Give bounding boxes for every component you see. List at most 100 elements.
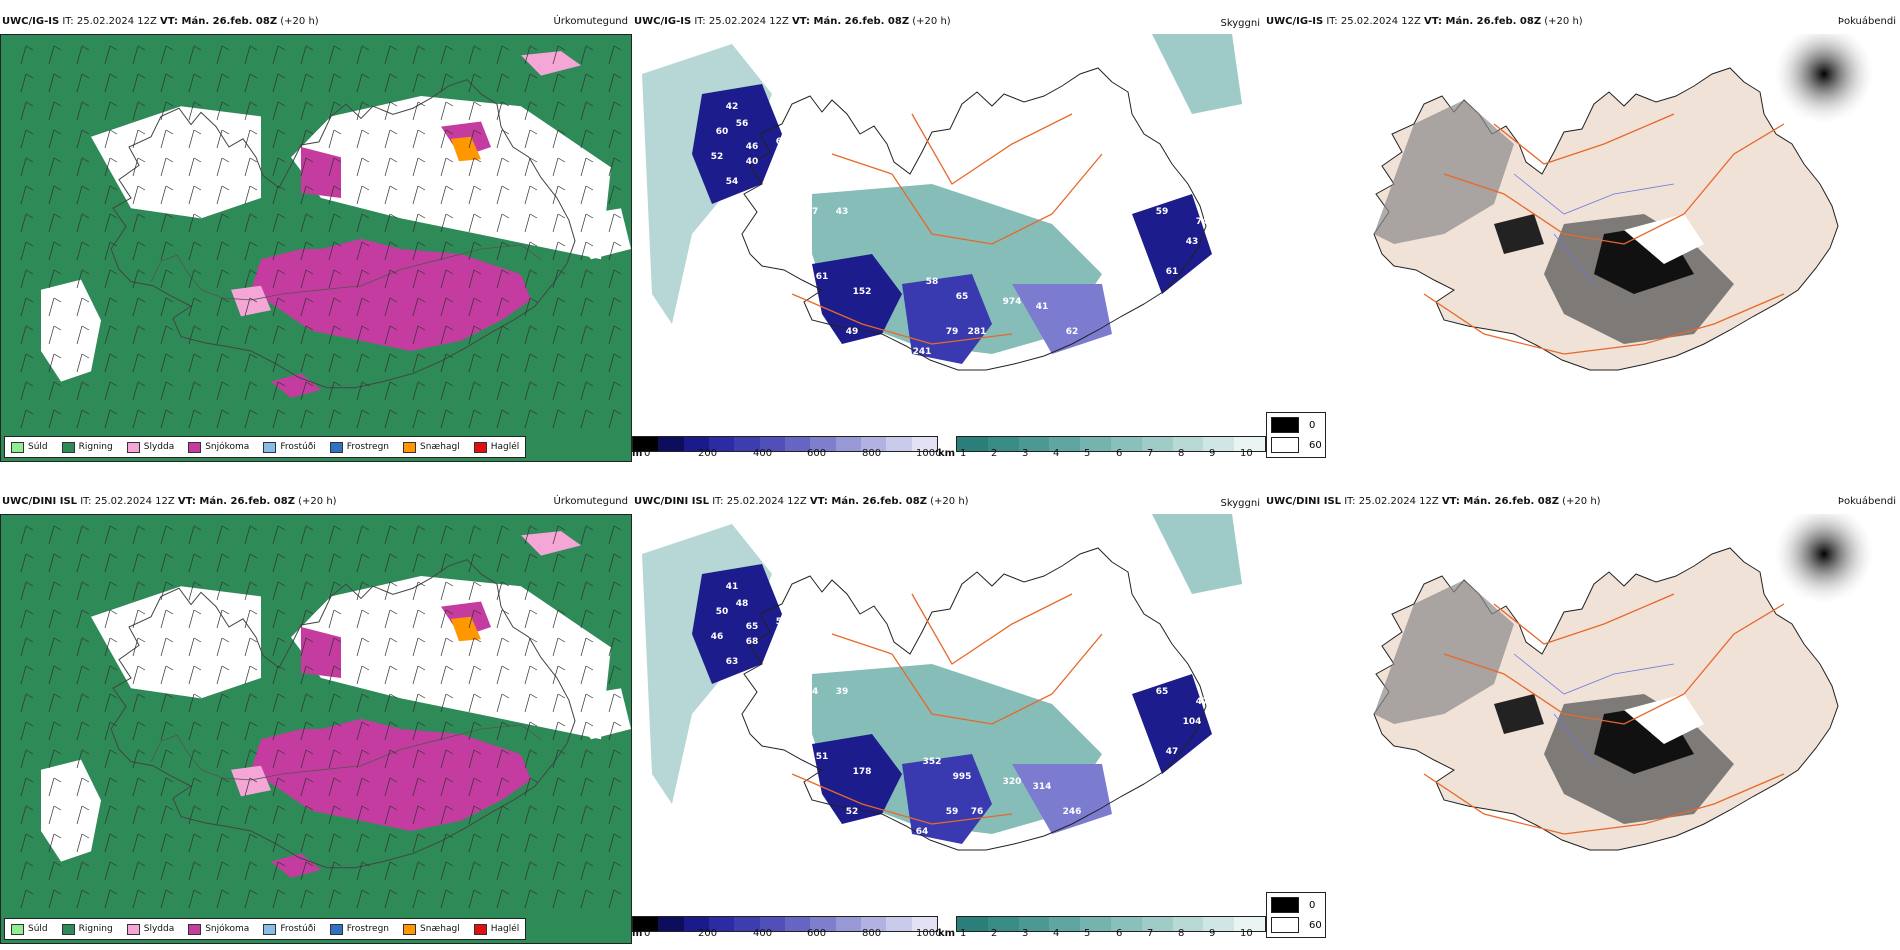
fog-visibility-area (1132, 194, 1212, 294)
wind-barb (244, 73, 251, 93)
wind-barb-flag (557, 157, 566, 163)
wind-barb-flag (137, 749, 146, 755)
snow-depth-label: 76 (971, 807, 984, 817)
wind-barb-flag (473, 637, 482, 643)
wind-barb (412, 213, 419, 233)
wind-barb (440, 693, 447, 713)
wind-barb-flag (361, 861, 370, 867)
wind-barb-flag (305, 833, 314, 839)
colorbar-tick-label: 4 (1053, 448, 1060, 459)
wind-barb-flag (445, 45, 454, 51)
wind-barb (132, 297, 139, 317)
wind-barb (20, 553, 27, 573)
wind-barb (104, 101, 111, 121)
wind-barb-flag (249, 45, 258, 51)
fog-panel-top: UWC/IG-IS IT: 25.02.2024 12Z VT: Mán. 26… (1264, 14, 1900, 462)
wind-barb-flag (81, 609, 90, 615)
wind-barb (76, 805, 83, 825)
wind-barb (552, 777, 559, 797)
wind-barb (412, 861, 419, 881)
wind-barb (244, 157, 251, 177)
wind-barb (468, 609, 475, 629)
colorbar-tick-label: 0 (644, 928, 651, 939)
wind-barb-flag (193, 581, 202, 587)
wind-barb-flag (81, 213, 90, 219)
wind-barb (412, 777, 419, 797)
wind-barb (440, 45, 447, 65)
wind-barb (300, 721, 307, 741)
wind-barb-flag (25, 749, 34, 755)
snow-depth-label: 246 (1063, 807, 1082, 817)
wind-barb (412, 609, 419, 629)
wind-barb-flag (193, 269, 202, 275)
sleet-area (231, 765, 271, 797)
wind-barb (48, 889, 55, 909)
wind-barb (328, 213, 335, 233)
wind-barb (328, 637, 335, 657)
wind-barb (76, 269, 83, 289)
wind-barb-flag (165, 381, 174, 387)
snow-depth-label: 232 (733, 737, 752, 747)
wind-barb-flag (221, 581, 230, 587)
wind-barb-flag (473, 553, 482, 559)
wind-barb-flag (613, 185, 622, 191)
wind-barb-flag (305, 297, 314, 303)
wind-barb (328, 581, 335, 601)
wind-barb-flag (585, 833, 594, 839)
wind-barb (496, 241, 503, 261)
wind-barb-flag (25, 833, 34, 839)
wind-barb (188, 721, 195, 741)
wind-barb (328, 157, 335, 177)
wind-barb (524, 45, 531, 65)
snow-area (271, 373, 321, 398)
wind-barb-flag (277, 665, 286, 671)
wind-barb-flag (53, 297, 62, 303)
wind-barb-flag (333, 553, 342, 559)
wind-barb-flag (361, 297, 370, 303)
wind-barb (300, 693, 307, 713)
wind-barb-flag (25, 805, 34, 811)
colorbar-segment (1234, 437, 1265, 451)
wind-barb-flag (109, 581, 118, 587)
wind-barb-flag (109, 73, 118, 79)
wind-barb (132, 381, 139, 401)
wind-barb (160, 665, 167, 685)
wind-barb-flag (585, 241, 594, 247)
wind-barb-flag (137, 833, 146, 839)
wind-barb (132, 833, 139, 853)
wind-barb-flag (529, 101, 538, 107)
wind-barb (76, 409, 83, 429)
wind-barb (20, 213, 27, 233)
wind-barb (132, 157, 139, 177)
wind-barb-flag (557, 73, 566, 79)
legend-label: Súld (28, 924, 48, 934)
snow-depth-label: 48 (736, 797, 749, 807)
wind-barb-flag (249, 581, 258, 587)
wind-barb (328, 409, 335, 429)
wind-barb (300, 241, 307, 261)
legend-swatch (11, 923, 24, 935)
wind-barb-flag (53, 665, 62, 671)
wind-barb-flag (109, 325, 118, 331)
snow-depth-label: 49 (866, 837, 879, 847)
wind-barb-flag (529, 45, 538, 51)
snow-depth-label: 50 (1106, 707, 1119, 717)
wind-barb-flag (501, 409, 510, 415)
wind-barb (384, 609, 391, 629)
snow-depth-label: 79 (946, 327, 959, 337)
wind-barb-flag (277, 889, 286, 895)
wind-barb-flag (529, 721, 538, 727)
wind-barb-flag (53, 409, 62, 415)
wind-barb-flag (53, 129, 62, 135)
snow-depth-label: 241 (913, 347, 932, 357)
wind-barb (160, 409, 167, 429)
wind-barb-flag (81, 553, 90, 559)
snow-area (301, 147, 341, 198)
wind-barb (20, 157, 27, 177)
wind-barb-flag (81, 861, 90, 867)
fog-legend: 0 60 (1266, 412, 1326, 458)
wind-barb (244, 409, 251, 429)
wind-barb-flag (501, 213, 510, 219)
wind-barb (300, 609, 307, 629)
wind-barb-flag (81, 269, 90, 275)
